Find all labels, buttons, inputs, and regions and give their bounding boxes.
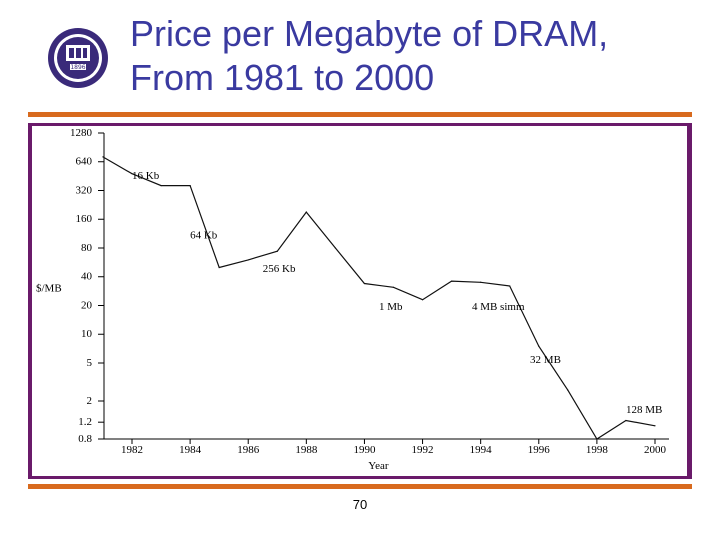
x-axis-label: Year [368, 460, 389, 472]
dram-price-chart: 1280 640 320 160 80 40 20 10 5 2 1.2 0.8 1982 1984 198… [36, 127, 669, 472]
price-data-point [218, 266, 220, 269]
top-divider [28, 112, 692, 117]
y-tick-label: 80 [81, 242, 93, 254]
x-tick-label: 1998 [586, 444, 609, 456]
chip-generation-label: 256 Kb [263, 263, 296, 275]
price-data-point [305, 211, 307, 213]
slide-title-line2: From 1981 to 2000 [130, 57, 435, 98]
logo-year: 1896 [70, 64, 85, 71]
price-data-point [102, 156, 104, 158]
x-tick-label: 1992 [412, 444, 434, 456]
x-tick-label: 1996 [528, 444, 551, 456]
chip-generation-label: 1 Mb [379, 301, 403, 313]
price-data-point [334, 247, 336, 249]
university-logo: 1896 [46, 26, 110, 90]
price-data-point [247, 259, 249, 261]
price-data-point [160, 185, 162, 187]
price-data-point [131, 173, 133, 175]
x-tick-label: 1994 [470, 444, 493, 456]
price-data-point [480, 281, 482, 283]
y-tick-label: 20 [81, 299, 93, 311]
y-tick-label: 160 [76, 213, 93, 225]
page-number: 70 [352, 497, 368, 512]
y-tick-label: 40 [81, 271, 93, 283]
price-data-point [654, 425, 656, 427]
chip-generation-label: 32 MB [530, 354, 561, 366]
slide-title-line1: Price per Megabyte of DRAM, [130, 13, 609, 54]
price-data-point [392, 286, 395, 288]
chip-generation-label: 64 Kb [190, 230, 218, 242]
y-tick-label: 320 [76, 184, 93, 196]
y-tick-label: 1280 [70, 127, 93, 139]
price-data-point [451, 280, 453, 282]
x-tick-label: 1984 [179, 444, 202, 456]
price-data-point [538, 345, 540, 347]
price-data-point [421, 299, 424, 301]
chip-generation-label: 128 MB [626, 404, 662, 416]
y-tick-label: 0.8 [78, 433, 92, 445]
x-tick-label: 2000 [644, 444, 667, 456]
chip-generation-label: 16 Kb [132, 170, 160, 182]
slide-title: Price per Megabyte of DRAM, From 1981 to… [130, 12, 608, 100]
price-data-point [189, 185, 191, 187]
x-tick-label: 1982 [121, 444, 143, 456]
price-data-point [625, 419, 627, 422]
x-tick-label: 1986 [237, 444, 260, 456]
y-axis-label: $/MB [36, 283, 62, 295]
x-tick-label: 1988 [295, 444, 318, 456]
y-tick-label: 640 [76, 156, 93, 168]
bottom-divider [28, 484, 692, 489]
chip-generation-label: 4 MB simm [472, 301, 525, 313]
y-tick-label: 5 [87, 357, 93, 369]
price-data-point [567, 389, 569, 391]
price-data-point [276, 250, 278, 252]
y-tick-label: 10 [81, 328, 93, 340]
chart-frame: 1280 640 320 160 80 40 20 10 5 2 1.2 0.8 1982 1984 198… [28, 123, 692, 479]
x-tick-label: 1990 [353, 444, 376, 456]
price-series-line [102, 156, 656, 440]
y-tick-label: 1.2 [78, 416, 92, 428]
price-data-point [596, 438, 598, 440]
price-data-point [363, 282, 366, 285]
price-data-point [509, 285, 511, 287]
y-tick-label: 2 [87, 395, 93, 407]
